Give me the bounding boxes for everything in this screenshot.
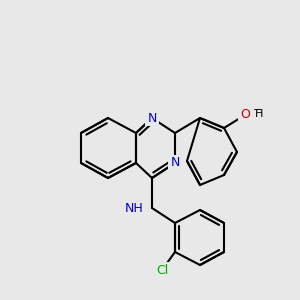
Text: N: N [170, 157, 180, 169]
Text: H: H [255, 109, 263, 119]
Text: O: O [240, 109, 250, 122]
Text: N: N [147, 112, 157, 124]
Text: −: − [253, 105, 262, 115]
Text: Cl: Cl [156, 263, 168, 277]
Text: NH: NH [125, 202, 144, 214]
